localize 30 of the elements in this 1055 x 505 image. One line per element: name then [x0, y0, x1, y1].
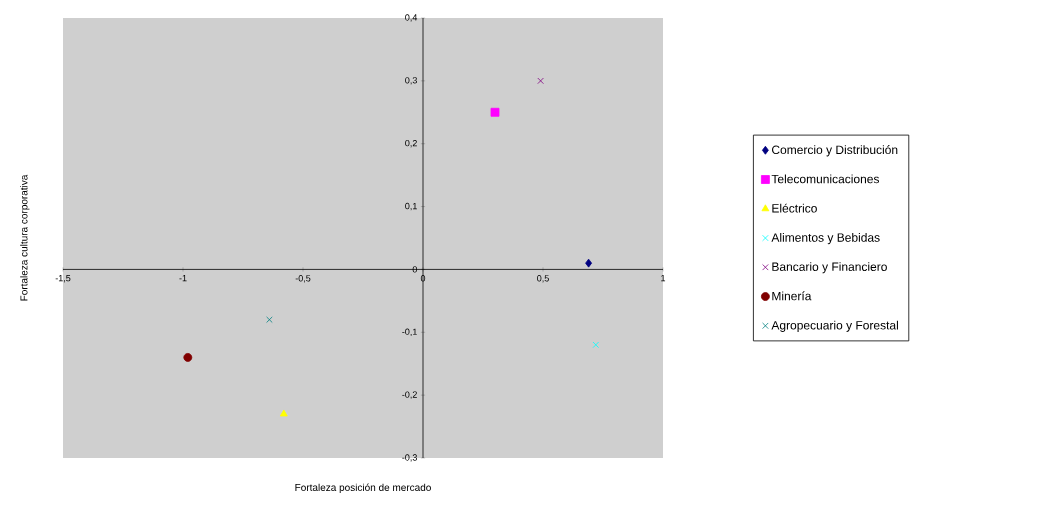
x-axis-title: Fortaleza posición de mercado	[295, 483, 431, 493]
point	[585, 258, 592, 268]
point	[183, 353, 193, 362]
y-tick-label: 0,2	[405, 139, 417, 148]
x-tick-label: 0	[420, 275, 426, 282]
y-tick-label: -0,3	[402, 454, 417, 462]
legend-label: Eléctrico	[772, 203, 817, 213]
point	[279, 409, 288, 417]
legend-label: Agropecuario y Forestal	[771, 320, 898, 332]
point	[490, 107, 500, 117]
legend-label: Bancario y Financiero	[772, 262, 887, 274]
x-tick-label: 0,5	[537, 275, 549, 283]
point	[537, 77, 544, 85]
legend-label: Alimentos y Bebidas	[771, 232, 880, 245]
x-tick-label: -1	[179, 275, 187, 282]
x-tick-label: 1	[661, 275, 666, 282]
point	[592, 341, 600, 349]
y-tick-label: 0,3	[405, 77, 417, 85]
y-tick-label: -0,2	[402, 391, 417, 399]
x-tick-label: -1,5	[55, 275, 71, 283]
legend-label: Telecomunicaciones	[771, 174, 880, 184]
y-tick-label: 0,1	[405, 202, 417, 211]
y-tick-label: 0,4	[405, 14, 418, 22]
legend-label: Minería	[772, 291, 812, 301]
x-tick-label: -0,5	[295, 275, 311, 283]
y-tick-label: -0,1	[402, 328, 417, 336]
y-tick-label: 0	[412, 266, 417, 273]
legend-label: Comercio y Distribución	[772, 145, 898, 157]
y-axis-title: Fortaleza cultura corporativa	[20, 174, 30, 301]
point	[266, 316, 273, 323]
